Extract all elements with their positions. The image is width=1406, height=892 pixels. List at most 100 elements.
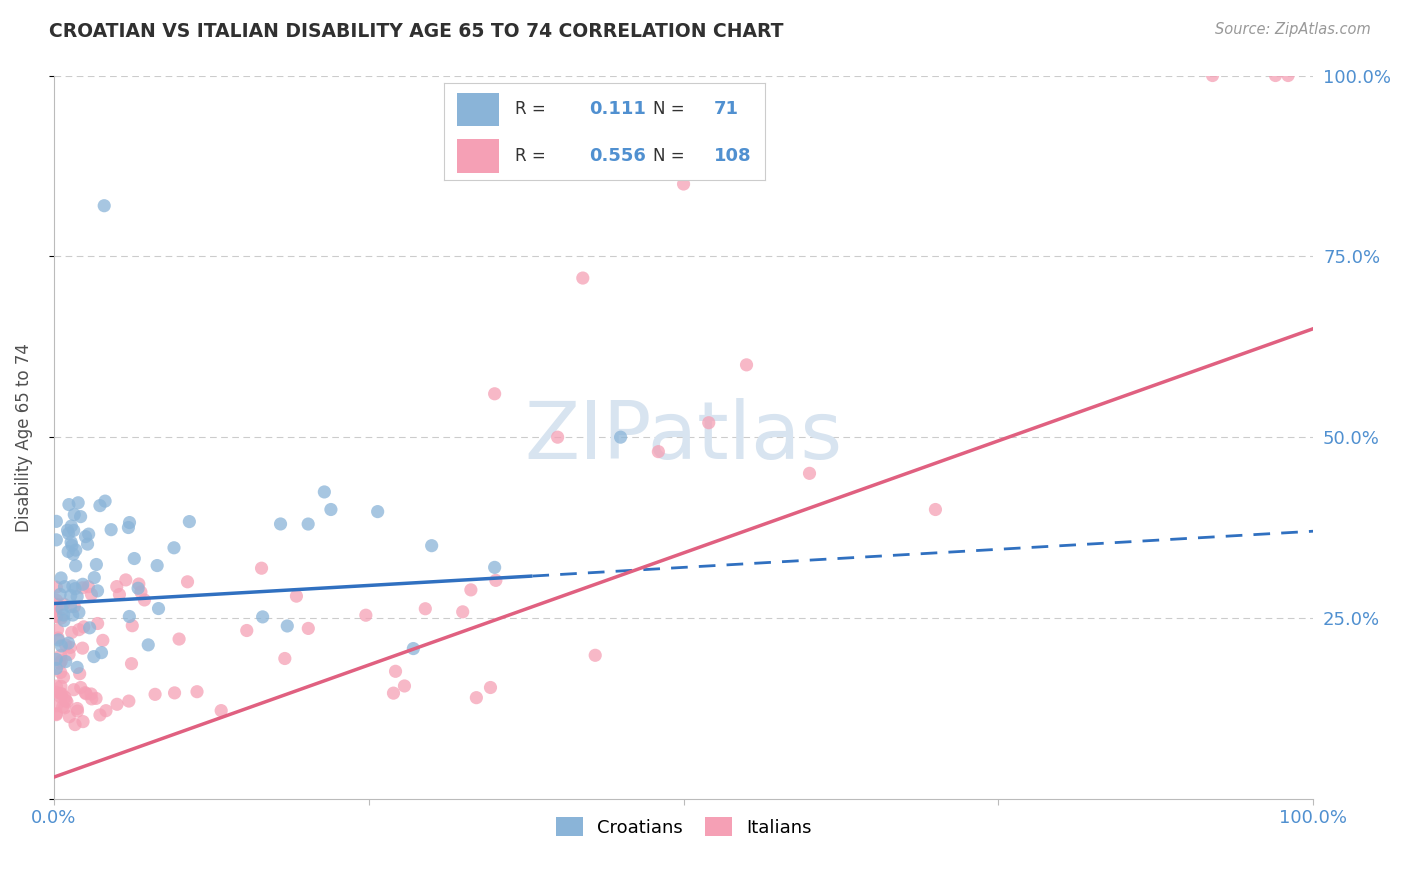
Point [460, 582, 482, 597]
Point [672, 177, 695, 191]
Point [49, 679, 72, 693]
Point [55, 693, 77, 707]
Point [79, 621, 101, 635]
Point [354, 608, 377, 623]
Point [45, 609, 67, 624]
Point [114, 573, 136, 587]
Point [285, 589, 308, 603]
Point [250, 561, 273, 575]
Point [51, 611, 73, 625]
Point [67, 605, 90, 619]
Point [45, 685, 67, 699]
Point [46, 631, 69, 645]
Point [51, 639, 73, 653]
Point [65, 543, 87, 558]
Point [394, 679, 416, 693]
Point [485, 574, 508, 588]
Point [479, 681, 502, 695]
Point [45, 514, 67, 528]
Y-axis label: Disability Age 65 to 74: Disability Age 65 to 74 [15, 343, 32, 532]
Point [46, 632, 69, 647]
Point [60, 535, 83, 549]
Point [45, 698, 67, 713]
Point [465, 690, 488, 705]
Point [53, 580, 76, 594]
Point [146, 558, 169, 573]
Point [59, 589, 82, 603]
Point [1201, 69, 1223, 83]
Point [572, 271, 595, 285]
Point [124, 551, 146, 566]
Point [384, 665, 406, 679]
Point [91, 633, 114, 648]
Point [69, 509, 91, 524]
Point [297, 516, 319, 531]
Point [51, 687, 73, 701]
Point [484, 560, 506, 574]
Point [56, 524, 79, 538]
Point [136, 638, 159, 652]
Point [59, 599, 82, 614]
Point [297, 622, 319, 636]
Point [94, 704, 117, 718]
Point [45, 707, 67, 722]
Point [56, 544, 79, 558]
Point [76, 537, 98, 551]
Point [45, 706, 67, 721]
Point [56, 695, 79, 709]
Point [63, 682, 86, 697]
Point [93, 199, 115, 213]
Point [49, 587, 72, 601]
Text: ZIPatlas: ZIPatlas [524, 398, 842, 476]
Point [55, 638, 77, 652]
Point [90, 646, 112, 660]
Point [118, 694, 141, 708]
Point [314, 485, 336, 500]
Point [46, 599, 69, 613]
Point [60, 539, 83, 553]
Point [402, 641, 425, 656]
Point [609, 430, 631, 444]
Point [72, 714, 94, 729]
Point [89, 499, 111, 513]
Point [66, 660, 89, 674]
Point [319, 502, 342, 516]
Point [69, 666, 91, 681]
Point [75, 530, 97, 544]
Point [67, 623, 90, 637]
Point [276, 619, 298, 633]
Point [413, 601, 436, 615]
Point [108, 588, 131, 602]
Point [73, 620, 96, 634]
Point [67, 496, 90, 510]
Point [63, 717, 86, 731]
Point [58, 498, 80, 512]
Point [128, 577, 150, 591]
Point [45, 533, 67, 547]
Point [274, 651, 297, 665]
Point [45, 652, 67, 666]
Point [60, 625, 83, 640]
Point [86, 583, 108, 598]
Point [72, 641, 94, 656]
Point [176, 574, 198, 589]
Point [143, 687, 166, 701]
Point [66, 704, 89, 718]
Point [77, 580, 100, 594]
Point [647, 444, 669, 458]
Point [924, 502, 946, 516]
Point [270, 516, 292, 531]
Point [148, 601, 170, 615]
Point [58, 710, 80, 724]
Point [62, 608, 84, 623]
Point [697, 416, 720, 430]
Point [59, 640, 82, 655]
Point [52, 597, 75, 611]
Point [45, 609, 67, 624]
Point [58, 636, 80, 650]
Point [53, 614, 76, 628]
Point [420, 539, 443, 553]
Point [45, 679, 67, 693]
Point [58, 648, 80, 662]
Point [186, 684, 208, 698]
